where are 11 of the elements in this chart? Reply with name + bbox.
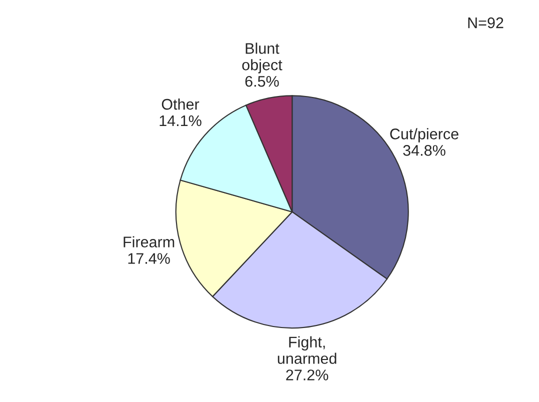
slice-label: Other	[162, 98, 200, 110]
data-label: 34.8%	[403, 145, 446, 156]
data-label: 6.5%	[245, 76, 279, 87]
slice-label: Firearm	[124, 236, 174, 248]
text: N=92	[468, 17, 504, 28]
slice-label: Fight, unarmed	[278, 336, 336, 364]
data-label: 17.4%	[128, 253, 170, 264]
data-label: 14.1%	[160, 115, 202, 126]
slice-label: Blunt object	[242, 42, 282, 74]
data-label: 27.2%	[286, 370, 328, 380]
slice-label: Cut/pierce	[390, 128, 458, 142]
